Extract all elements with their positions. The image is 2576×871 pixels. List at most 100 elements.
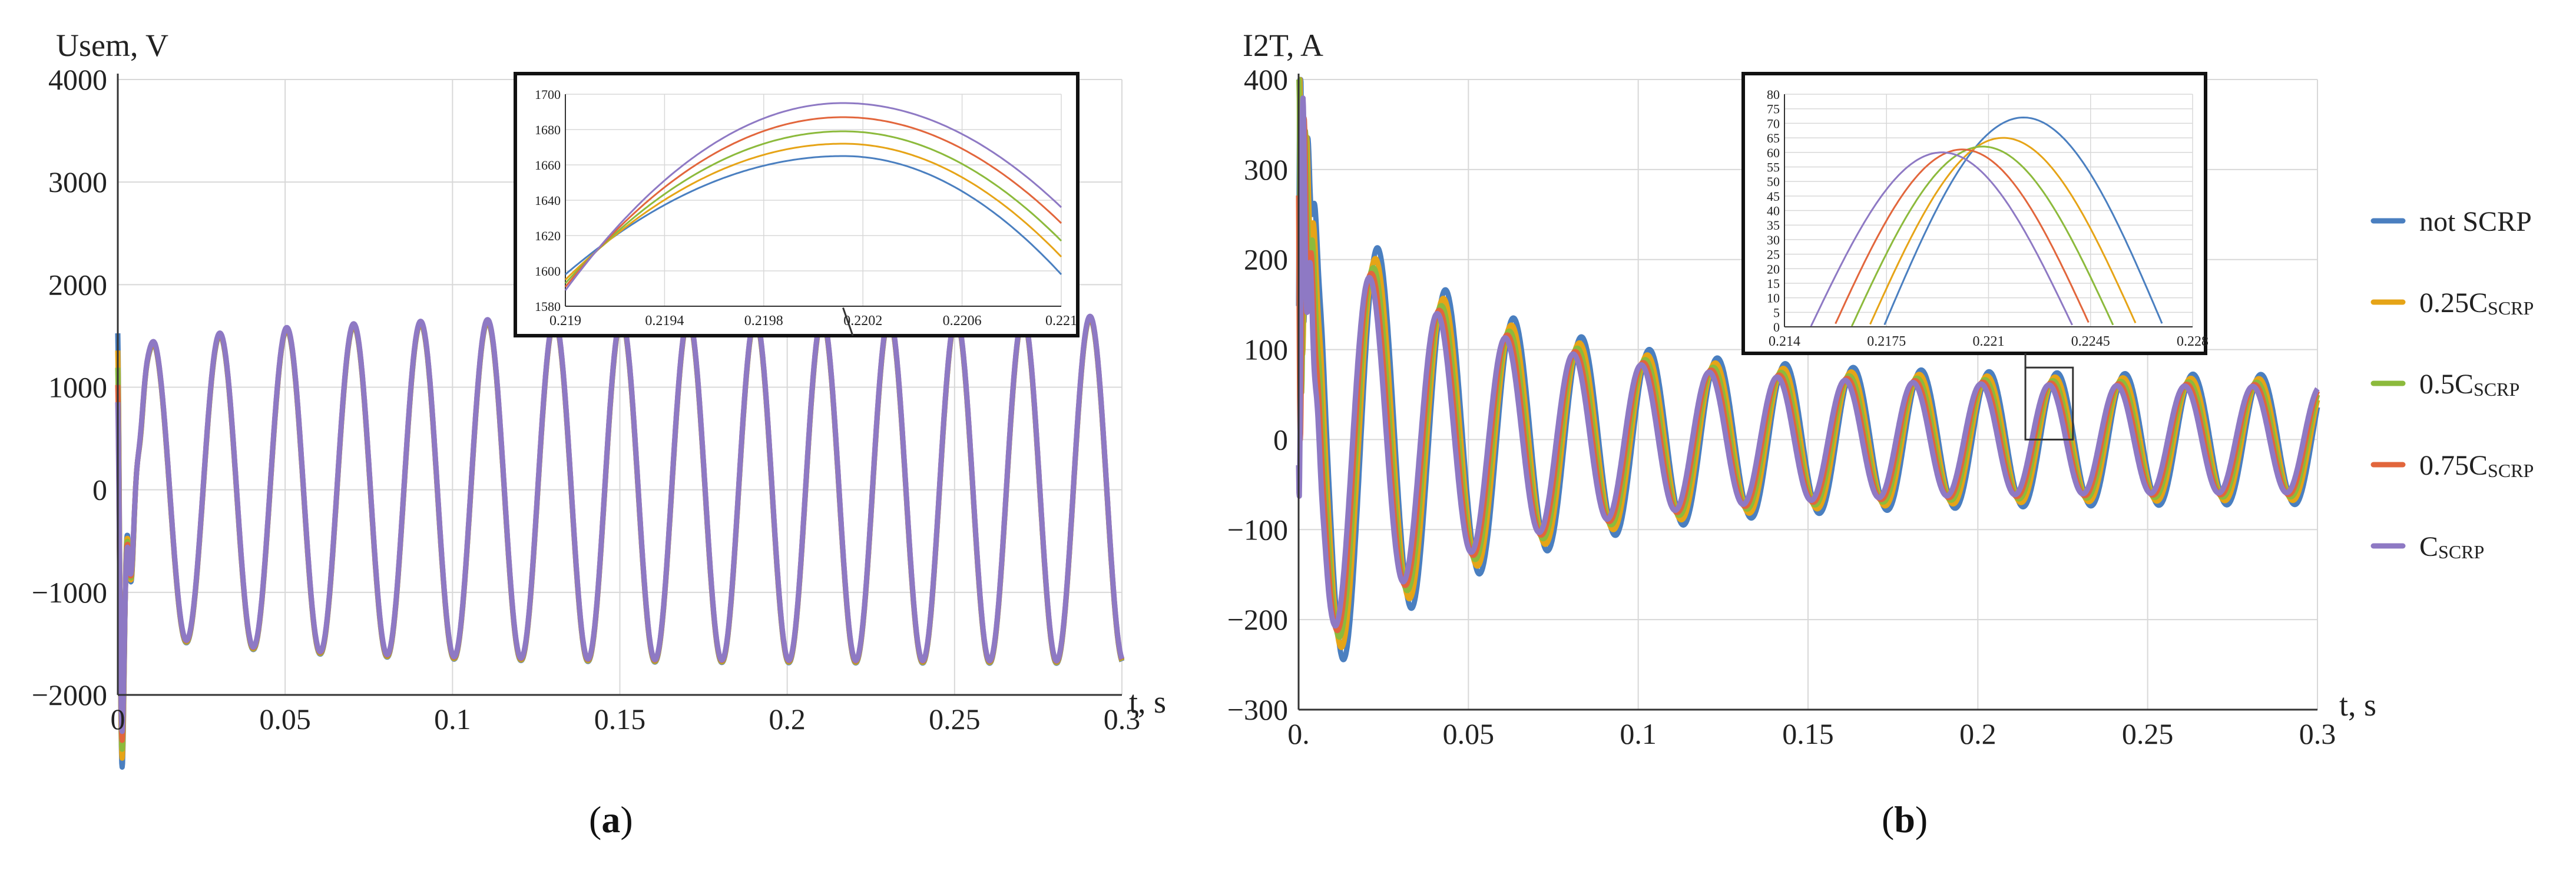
inset-y-tick-b-16: 80 <box>1767 87 1780 102</box>
inset-x-tick-a-2: 0.2198 <box>744 313 783 329</box>
inset-y-tick-b-6: 30 <box>1767 233 1780 247</box>
x-tick-label-b-6: 0.3 <box>2299 717 2336 750</box>
inset-y-tick-b-14: 70 <box>1767 116 1780 131</box>
y-tick-label-a-6: 4000 <box>48 63 107 96</box>
inset-y-tick-b-8: 40 <box>1767 204 1780 218</box>
legend-label-c05: 0.5CSCRP <box>2419 369 2519 400</box>
y-tick-label-a-3: 1000 <box>48 371 107 404</box>
inset-y-tick-b-3: 15 <box>1767 276 1780 291</box>
chart-b: 0. 0.05 0.1 0.15 0.2 0.25 0.3−300−200−10001002… <box>1227 28 2376 750</box>
x-axis-title-a: t, s <box>1129 684 1166 720</box>
inset-series-a-c1 <box>564 102 1062 291</box>
inset-series-b-c025 <box>1869 137 2137 325</box>
x-tick-label-b-5: 0.25 <box>2122 717 2174 750</box>
y-tick-label-b-3: 0 <box>1273 423 1288 456</box>
inset-y-tick-a-4: 1660 <box>535 158 561 173</box>
inset-y-tick-a-1: 1600 <box>535 264 561 279</box>
y-tick-label-b-5: 200 <box>1244 243 1288 276</box>
inset-y-tick-b-1: 5 <box>1773 305 1780 320</box>
inset-y-tick-a-2: 1620 <box>535 228 561 243</box>
inset-series-b-c1 <box>1810 151 2073 327</box>
x-tick-label-a-5: 0.25 <box>929 703 981 736</box>
legend-label-c075: 0.75CSCRP <box>2419 450 2534 481</box>
x-tick-label-a-0: 0 <box>111 703 125 736</box>
legend-sub-c05: SCRP <box>2474 379 2519 400</box>
x-tick-label-b-1: 0.05 <box>1443 717 1495 750</box>
x-axis-title-b: t, s <box>2339 687 2376 723</box>
x-tick-label-a-6: 0.3 <box>1104 703 1141 736</box>
inset-y-tick-b-4: 20 <box>1767 261 1780 276</box>
inset-series-a-c025 <box>564 143 1062 281</box>
inset-y-tick-a-3: 1640 <box>535 193 561 208</box>
inset-x-tick-b-3: 0.2245 <box>2071 334 2110 349</box>
inset-connector-a <box>842 307 854 336</box>
inset-x-tick-a-4: 0.2206 <box>943 313 982 329</box>
series-b-c1 <box>1296 95 2320 629</box>
legend-main-c05: 0.5C <box>2419 369 2474 400</box>
inset-x-tick-b-0: 0.214 <box>1769 334 1800 349</box>
inset-y-tick-b-0: 0 <box>1773 320 1780 335</box>
y-tick-label-a-1: −1000 <box>32 576 107 609</box>
inset-x-tick-a-3: 0.2202 <box>843 313 882 329</box>
inset-y-tick-b-15: 75 <box>1767 102 1780 117</box>
inset-y-tick-b-5: 25 <box>1767 247 1780 262</box>
inset-x-tick-a-5: 0.221 <box>1045 313 1077 329</box>
inset-y-tick-a-6: 1700 <box>535 87 561 102</box>
inset-x-tick-a-0: 0.219 <box>549 313 581 329</box>
inset-y-tick-a-0: 1580 <box>535 299 561 314</box>
legend-label-c1: CSCRP <box>2419 531 2484 562</box>
y-axis-title-a: Usem, V <box>56 28 168 63</box>
inset-series-a-c075 <box>564 116 1062 287</box>
y-tick-label-b-0: −300 <box>1227 693 1288 726</box>
x-tick-label-b-2: 0.1 <box>1620 717 1657 750</box>
legend-main-c075: 0.75C <box>2419 450 2488 481</box>
y-tick-label-b-4: 100 <box>1244 333 1288 366</box>
inset-series-a-c05 <box>564 130 1062 284</box>
inset-frame-b <box>1741 72 2207 355</box>
inset-b: 0.214 0.2175 0.221 0.2245 0.228 0510152025303… <box>1741 72 2209 368</box>
inset-x-tick-a-1: 0.2194 <box>645 313 684 329</box>
x-tick-label-a-1: 0.05 <box>259 703 311 736</box>
inset-series-b-c075 <box>1835 148 2090 324</box>
y-tick-label-b-7: 400 <box>1244 63 1288 96</box>
legend-label-c025: 0.25CSCRP <box>2419 287 2534 319</box>
x-tick-label-b-3: 0.15 <box>1782 717 1834 750</box>
inset-x-tick-b-4: 0.228 <box>2177 334 2209 349</box>
zoom-box-b <box>2024 366 2074 441</box>
legend-main-c025: 0.25C <box>2419 287 2488 319</box>
inset-series-a-not_scrp <box>565 155 1062 276</box>
inset-series-b-c05 <box>1850 145 2114 327</box>
chart-a: 0 0.05 0.1 0.15 0.2 0.25 0.3 −2000 −1000 0 1000 200… <box>32 28 1166 770</box>
x-tick-label-b-0: 0. <box>1287 717 1310 750</box>
y-tick-label-a-0: −2000 <box>32 678 107 711</box>
inset-x-tick-b-1: 0.2175 <box>1867 334 1906 349</box>
legend-main-not_scrp: not SCRP <box>2419 206 2532 237</box>
x-tick-label-a-4: 0.2 <box>769 703 806 736</box>
y-tick-label-b-6: 300 <box>1244 153 1288 186</box>
inset-y-tick-b-9: 45 <box>1767 189 1780 204</box>
inset-y-tick-b-10: 50 <box>1767 174 1780 189</box>
inset-y-tick-b-7: 35 <box>1767 218 1780 233</box>
panel-label-a: (a) <box>589 799 633 840</box>
inset-a: 0.219 0.2194 0.2198 0.2202 0.2206 0.221 1580 16… <box>514 72 1080 337</box>
inset-y-tick-b-11: 55 <box>1767 160 1780 174</box>
inset-y-tick-a-5: 1680 <box>535 122 561 137</box>
inset-frame-a <box>514 72 1080 337</box>
x-tick-label-b-4: 0.2 <box>1959 717 1996 750</box>
legend-main-c1: C <box>2419 531 2438 562</box>
inset-x-tick-b-2: 0.221 <box>1973 334 2005 349</box>
y-tick-label-a-4: 2000 <box>48 268 107 301</box>
legend-sub-c025: SCRP <box>2488 297 2534 319</box>
y-tick-label-b-2: −100 <box>1227 513 1288 546</box>
y-tick-label-a-5: 3000 <box>48 165 107 198</box>
inset-y-tick-b-2: 10 <box>1767 291 1780 306</box>
inset-y-tick-b-12: 60 <box>1767 145 1780 160</box>
y-tick-label-b-1: −200 <box>1227 603 1288 636</box>
x-tick-label-a-2: 0.1 <box>434 703 471 736</box>
legend-sub-c075: SCRP <box>2488 460 2534 481</box>
panel-label-b: (b) <box>1882 799 1928 840</box>
legend-label-not_scrp: not SCRP <box>2419 206 2532 237</box>
